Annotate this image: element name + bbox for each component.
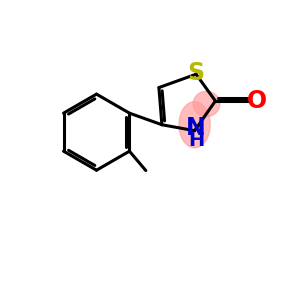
Text: N: N xyxy=(186,116,206,140)
Text: S: S xyxy=(188,61,205,85)
Text: H: H xyxy=(188,131,204,150)
Text: O: O xyxy=(247,89,267,113)
Ellipse shape xyxy=(179,102,210,148)
Ellipse shape xyxy=(193,91,220,117)
